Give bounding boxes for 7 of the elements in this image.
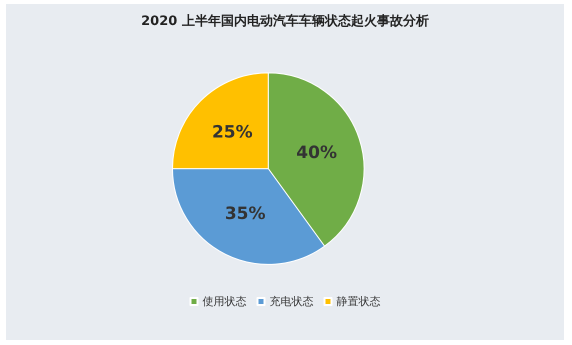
data-label: 35% <box>224 204 266 224</box>
data-label: 40% <box>296 142 337 163</box>
data-label: 25% <box>212 122 253 143</box>
legend-label: 充电状态 <box>270 295 314 308</box>
legend-label: 使用状态 <box>202 295 246 308</box>
legend-label: 静置状态 <box>336 295 380 308</box>
chart-title: 2020 上半年国内电动汽车车辆状态起火事故分析 <box>141 13 429 29</box>
